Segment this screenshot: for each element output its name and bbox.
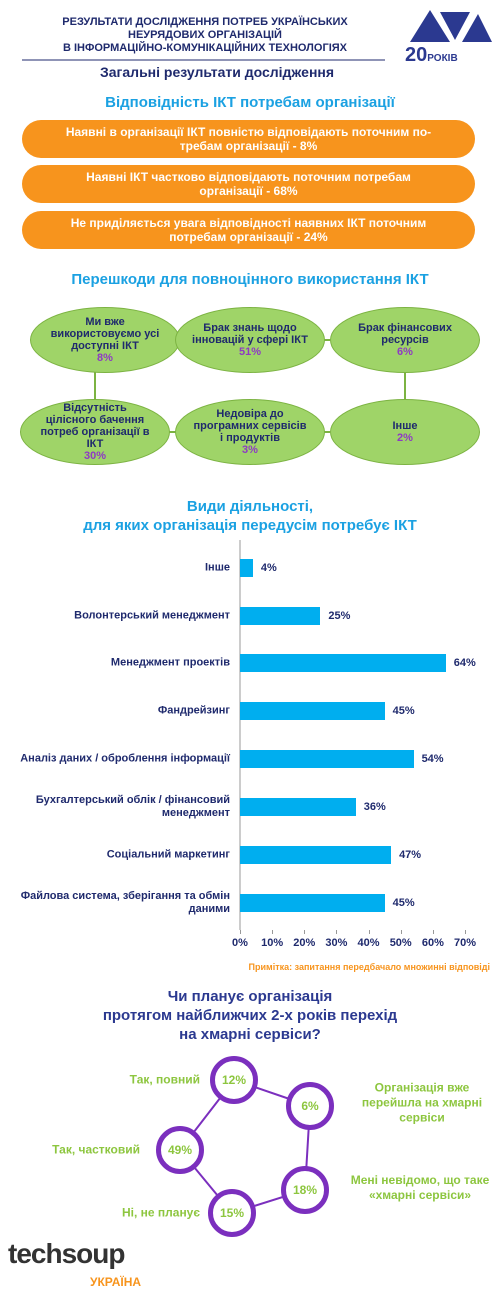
section-title: Перешкоди для повноцінного використання … [71,271,429,288]
tick-mark [304,930,306,934]
category-label: Фандрейзинг [157,704,230,717]
bar [240,894,385,912]
barrier-node: Недовіра до програмних сервісів і продук… [175,399,325,465]
tick-mark [432,930,434,934]
value-label: 36% [363,801,386,813]
value-label: 47% [399,849,422,861]
cloud-label: Так, повний [129,1072,200,1087]
title-line: Види діяльності, [186,498,314,515]
cloud-label: Ні, не планує [121,1205,200,1220]
category-label: Менеджмент проектів [110,656,230,669]
brand: techsoup [8,1238,125,1269]
section-title: Чи планує організація протягом найближчих… [0,987,500,1044]
category-label: Соціальний маркетинг [106,848,230,861]
bar [240,702,385,720]
logo-number: 20 [405,44,428,66]
pill: Не приділяється увага відповідності наяв… [22,211,475,249]
value-label: 25% [328,610,351,622]
tick-mark [240,930,241,934]
value-label: 45% [392,897,415,909]
category-label: Файлова система, зберігання та обмін дан… [20,890,230,915]
logo-word: РОКІВ [427,53,458,64]
chart-title: Види діяльності, для яких організація пер… [0,497,500,535]
barrier-value: 8% [97,352,113,364]
subtitle: Загальні результати дослідження [100,64,335,80]
barrier-node: Відсутність цілісного бачення потреб орг… [20,399,170,465]
barrier-label: Недовіра до програмних сервісів і продук… [193,408,307,444]
barrier-value: 6% [397,346,413,358]
barrier-label: Брак фінансових ресурсів [358,322,452,346]
bar [240,798,356,816]
x-tick-label: 20% [293,937,316,949]
value-label: 4% [260,562,277,574]
tick-mark [465,930,466,934]
x-tick-label: 50% [389,937,412,949]
x-tick-label: 70% [453,937,477,949]
bar [240,846,392,864]
barrier-label: Відсутність цілісного бачення потреб орг… [40,402,150,450]
header-title: РЕЗУЛЬТАТИ ДОСЛІДЖЕННЯ ПОТРЕБ УКРАЇНСЬКИ… [20,16,390,55]
category-label: Аналіз даних / оброблення інформації [20,752,230,765]
barrier-label: Ми вже використовуємо усі доступні ІКТ [50,316,160,352]
logo-shape [410,10,492,42]
cloud-value: 15% [208,1189,256,1237]
bar [240,607,321,625]
x-tick-label: 10% [261,937,284,949]
value-label: 45% [392,705,415,717]
barrier-label: Брак знань щодо інновацій у сфері ІКТ [192,322,308,346]
barrier-node: Інше 2% [330,399,480,465]
x-tick-label: 30% [325,937,348,949]
cloud-label: Мені невідомо, що таке «хмарні сервіси» [350,1173,490,1202]
barrier-label: Інше [392,420,418,432]
value-label: 54% [421,753,444,765]
value-label: 64% [453,657,476,669]
barrier-value: 2% [397,432,413,444]
title-line: на хмарні сервіси? [179,1026,321,1043]
title-line: протягом найближчих 2-х років перехід [102,1007,398,1024]
title-line: НЕУРЯДОВИХ ОРГАНІЗАЦІЙ [128,29,282,41]
pill: Наявні в організації ІКТ повністю відпов… [22,120,475,158]
bar [240,559,253,577]
cloud-value: 12% [210,1056,258,1104]
x-tick-label: 60% [421,937,444,949]
barrier-node: Брак фінансових ресурсів 6% [330,307,480,373]
cloud-label: Так, частковий [52,1142,140,1157]
category-label: Інше [205,561,230,574]
cloud-value: 6% [286,1082,334,1130]
tick-mark [272,930,274,934]
tick-mark [336,930,338,934]
cloud-value: 49% [156,1126,204,1174]
tick-mark [400,930,402,934]
title-line: для яких організація передусім потребує … [83,517,417,534]
cloud-value: 18% [281,1166,329,1214]
title-line: РЕЗУЛЬТАТИ ДОСЛІДЖЕННЯ ПОТРЕБ УКРАЇНСЬКИ… [62,16,348,28]
x-tick-label: 0% [232,937,248,949]
barrier-value: 30% [83,450,107,462]
barrier-value: 51% [238,346,262,358]
title-line: Чи планує організація [167,988,333,1005]
barrier-node: Ми вже використовуємо усі доступні ІКТ 8% [30,307,180,373]
logo: 20РОКІВ [405,44,458,67]
x-tick-label: 40% [357,937,380,949]
note: Примітка: запитання передбачало множинні… [248,962,490,972]
barrier-value: 3% [242,444,258,456]
pill: Наявні ІКТ частково відповідають поточни… [22,165,475,203]
tick-mark [368,930,370,934]
country: УКРАЇНА [90,1275,142,1289]
category-label: Волонтерський менеджмент [74,609,230,622]
cloud-label: Організація вже перейшла на хмарні серві… [361,1080,483,1125]
bar [240,654,446,672]
title-line: В ІНФОРМАЦІЙНО-КОМУНІКАЦІЙНИХ ТЕХНОЛОГІЯ… [62,42,347,54]
section-title: Відповідність ІКТ потребам організації [105,94,395,111]
bar [240,750,414,768]
category-label: Бухгалтерський облік / фінансовий менедж… [35,794,230,819]
barrier-node: Брак знань щодо інновацій у сфері ІКТ 51% [175,307,325,373]
